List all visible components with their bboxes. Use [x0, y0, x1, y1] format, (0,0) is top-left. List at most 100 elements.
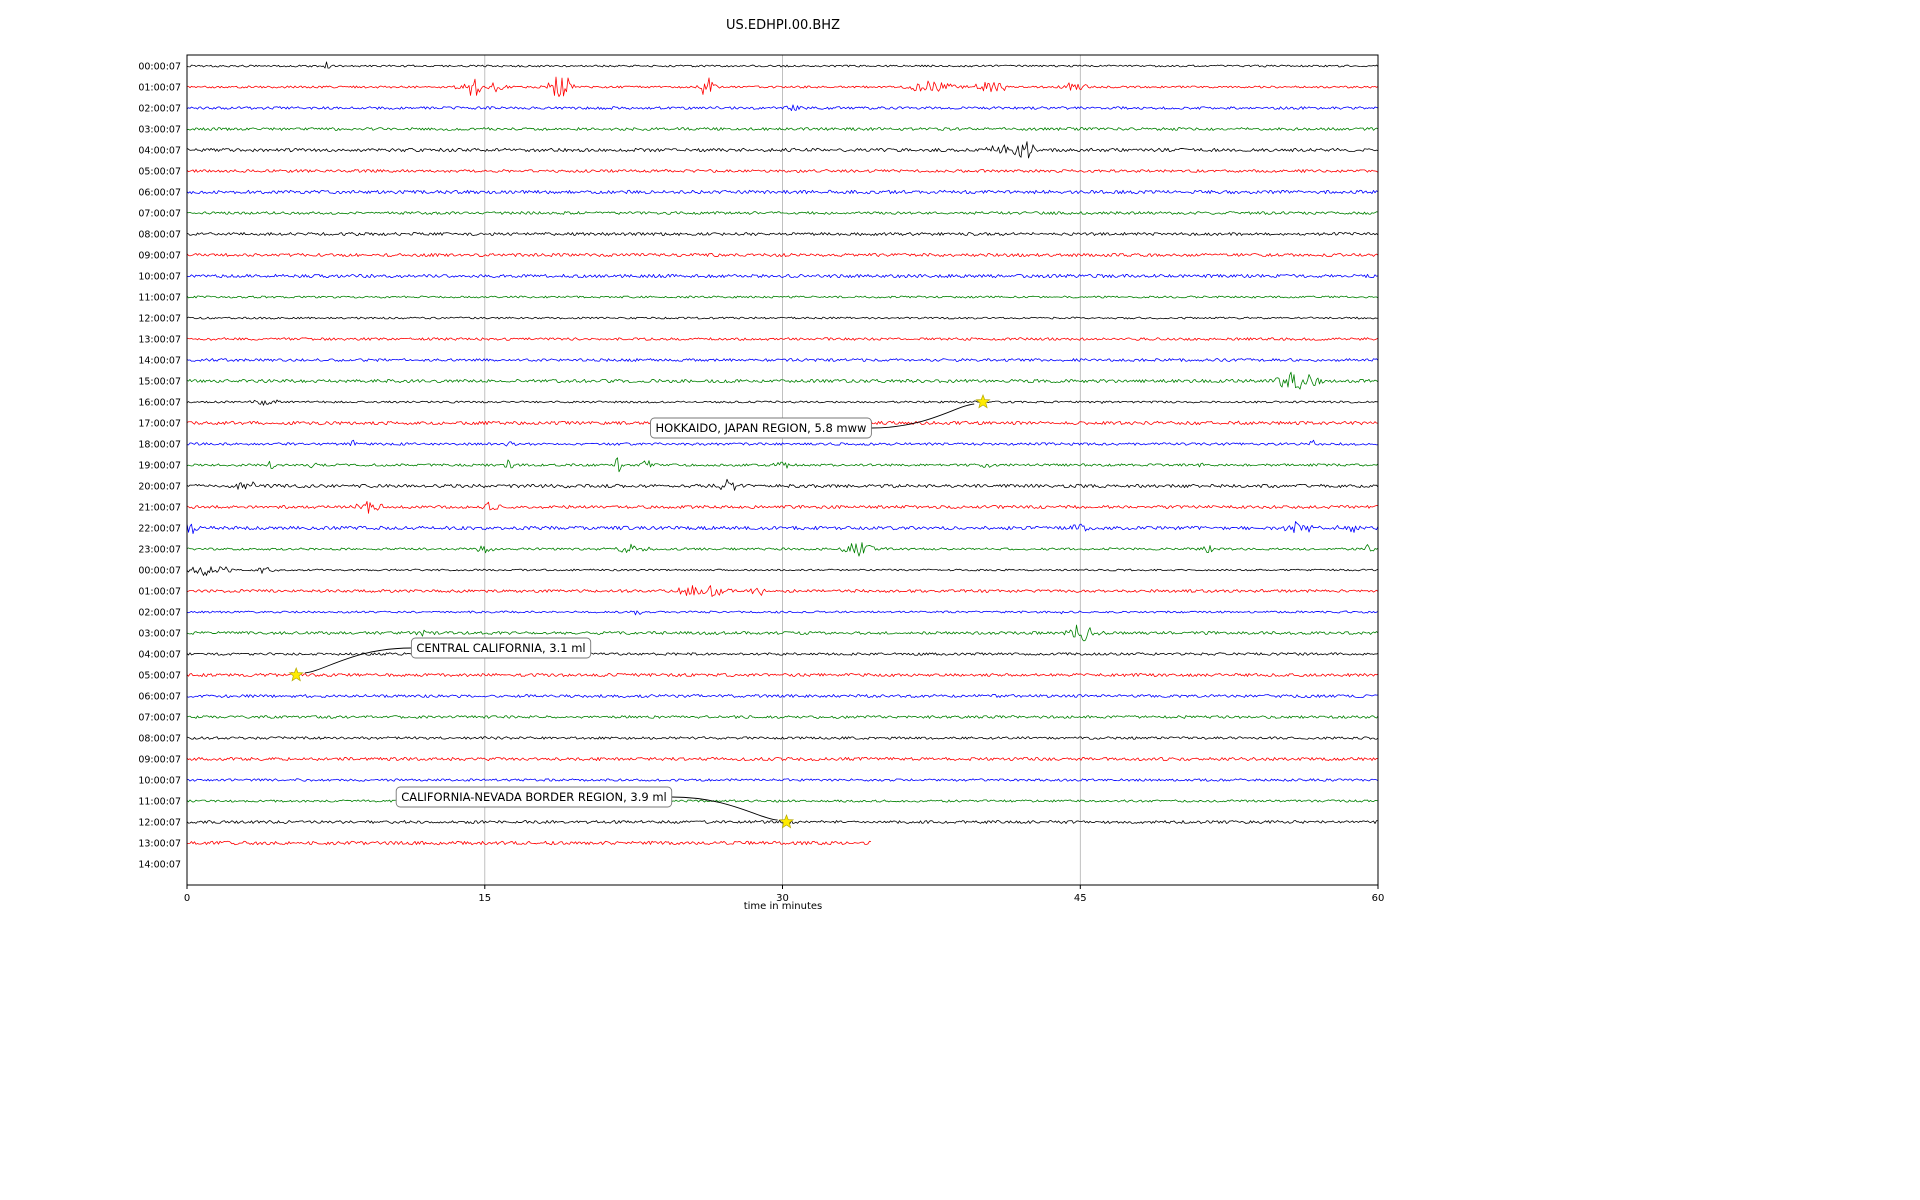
seismogram-trace [186, 316, 1379, 320]
event-annotation: CALIFORNIA-NEVADA BORDER REGION, 3.9 ml [395, 786, 795, 829]
seismogram-trace [186, 273, 1379, 279]
row-label: 23:00:07 [138, 545, 181, 556]
row-label: 10:00:07 [138, 272, 181, 283]
event-star-icon [288, 667, 304, 682]
seismogram-trace [186, 671, 1379, 677]
row-label: 08:00:07 [138, 734, 181, 745]
seismogram-trace [186, 189, 1379, 195]
x-axis-label: time in minutes [744, 901, 823, 912]
event-connector [304, 647, 412, 674]
seismogram-trace [186, 61, 1379, 69]
row-label: 17:00:07 [138, 419, 181, 430]
seismogram-trace [186, 694, 1379, 698]
row-label: 11:00:07 [138, 293, 181, 304]
seismogram-trace [186, 253, 1379, 257]
event-label: HOKKAIDO, JAPAN REGION, 5.8 mww [656, 421, 867, 435]
x-axis-ticks: 0 15 30 45 60 [184, 885, 1385, 904]
row-label: 14:00:07 [138, 860, 181, 871]
seismogram-trace [186, 371, 1379, 390]
row-label: 09:00:07 [138, 755, 181, 766]
seismogram-trace [186, 232, 1379, 236]
seismogram-trace [186, 840, 872, 846]
event-annotations-group: HOKKAIDO, JAPAN REGION, 5.8 mww CENTRAL C… [288, 394, 991, 829]
row-label: 01:00:07 [138, 83, 181, 94]
row-label: 09:00:07 [138, 251, 181, 262]
row-label: 20:00:07 [138, 482, 181, 493]
seismogram-trace [186, 439, 1379, 447]
x-tick-label: 30 [776, 893, 789, 904]
row-label: 13:00:07 [138, 839, 181, 850]
row-label: 06:00:07 [138, 188, 181, 199]
event-label-box [395, 786, 673, 808]
row-label: 00:00:07 [138, 566, 181, 577]
row-label: 05:00:07 [138, 671, 181, 682]
event-star-icon [975, 394, 991, 409]
row-label: 22:00:07 [138, 524, 181, 535]
row-label: 21:00:07 [138, 503, 181, 514]
seismogram-trace [186, 756, 1379, 762]
row-label: 11:00:07 [138, 797, 181, 808]
row-label: 07:00:07 [138, 209, 181, 220]
gridlines [484, 55, 1081, 885]
row-label: 15:00:07 [138, 377, 181, 388]
event-label-box [650, 417, 872, 439]
row-label: 19:00:07 [138, 461, 181, 472]
event-label: CENTRAL CALIFORNIA, 3.1 ml [416, 641, 585, 655]
seismogram-trace [186, 127, 1379, 131]
seismogram-trace [186, 610, 1379, 616]
row-label: 00:00:07 [138, 62, 181, 73]
row-label: 14:00:07 [138, 356, 181, 367]
seismogram-trace [186, 478, 1379, 491]
seismogram-trace [186, 736, 1379, 740]
seismogram-trace [186, 585, 1379, 597]
seismogram-trace [186, 295, 1379, 299]
seismogram-trace [186, 457, 1379, 473]
row-label: 01:00:07 [138, 587, 181, 598]
chart-title: US.EDHPI.00.BHZ [726, 18, 840, 33]
row-label: 05:00:07 [138, 167, 181, 178]
event-connector [671, 796, 778, 821]
row-label: 04:00:07 [138, 146, 181, 157]
row-label: 10:00:07 [138, 776, 181, 787]
seismogram-trace [186, 399, 1379, 406]
event-annotation: CENTRAL CALIFORNIA, 3.1 ml [288, 637, 592, 682]
row-label: 03:00:07 [138, 125, 181, 136]
seismogram-trace [186, 652, 1379, 656]
event-star-icon [778, 814, 795, 829]
seismogram-trace [186, 501, 1379, 514]
row-label: 18:00:07 [138, 440, 181, 451]
y-axis-row-labels: 00:00:07 01:00:07 02:00:07 03:00:07 04:00:07… [138, 62, 181, 871]
event-label: CALIFORNIA-NEVADA BORDER REGION, 3.9 ml [401, 790, 667, 804]
x-tick-label: 0 [184, 893, 190, 904]
event-connector [871, 403, 975, 429]
seismogram-trace [186, 521, 1379, 534]
seismogram-trace [186, 169, 1379, 173]
seismogram-trace [186, 104, 1379, 112]
row-label: 12:00:07 [138, 314, 181, 325]
row-label: 06:00:07 [138, 692, 181, 703]
seismogram-trace [186, 76, 1379, 97]
row-label: 16:00:07 [138, 398, 181, 409]
seismogram-trace [186, 211, 1379, 215]
traces-group [186, 61, 1379, 846]
seismogram-trace [186, 542, 1379, 557]
row-label: 12:00:07 [138, 818, 181, 829]
seismogram-trace [186, 778, 1379, 782]
row-label: 02:00:07 [138, 104, 181, 115]
x-tick-label: 15 [478, 893, 491, 904]
seismogram-trace [186, 566, 1379, 576]
row-label: 13:00:07 [138, 335, 181, 346]
seismogram-trace [186, 141, 1379, 159]
seismogram-trace [186, 624, 1379, 642]
event-annotation: HOKKAIDO, JAPAN REGION, 5.8 mww [650, 394, 991, 439]
x-tick-label: 60 [1372, 893, 1385, 904]
seismogram-trace [186, 358, 1379, 362]
row-label: 08:00:07 [138, 230, 181, 241]
seismogram-trace [186, 799, 1379, 803]
row-label: 02:00:07 [138, 608, 181, 619]
x-tick-label: 45 [1074, 893, 1087, 904]
seismogram-trace [186, 715, 1379, 719]
row-label: 03:00:07 [138, 629, 181, 640]
